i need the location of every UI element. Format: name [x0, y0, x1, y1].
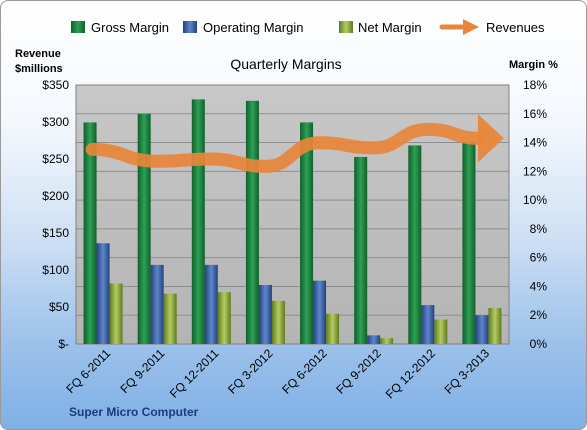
bar-operating-margin [421, 305, 435, 344]
left-tick-label: $250 [42, 152, 69, 166]
right-tick-label: 0% [530, 337, 548, 351]
bar-net-margin [271, 300, 285, 344]
right-axis-ticks: 0% 2% 4% 6% 8% 10% 12% 14% 16% 18% [523, 78, 547, 351]
right-tick-label: 14% [523, 136, 547, 150]
bar-operating-margin [258, 285, 272, 344]
bar-operating-margin [150, 264, 164, 344]
legend-label-operating-margin: Operating Margin [203, 20, 303, 35]
category-label: FQ 6-2011 [63, 346, 113, 396]
bar-gross-margin [191, 99, 205, 344]
left-axis-ticks: $- $50 $100 $150 $200 $250 $300 $350 [42, 78, 69, 351]
right-axis-title: Margin % [509, 59, 558, 71]
chart-title: Quarterly Margins [230, 56, 341, 72]
bar-operating-margin [367, 335, 381, 344]
right-tick-label: 8% [530, 222, 548, 236]
bar-operating-margin [313, 280, 327, 344]
bar-net-margin [326, 313, 340, 344]
bar-net-margin [163, 293, 177, 344]
right-tick-label: 4% [530, 279, 548, 293]
bar-gross-margin [408, 145, 422, 344]
left-tick-label: $50 [49, 300, 69, 314]
right-tick-label: 6% [530, 251, 548, 265]
legend-swatch-operating-margin [183, 21, 197, 33]
left-axis-title-line1: Revenue [15, 48, 61, 60]
legend-swatch-net-margin [339, 21, 353, 33]
left-tick-label: $350 [42, 78, 69, 92]
left-tick-label: $200 [42, 189, 69, 203]
footer-company: Super Micro Computer [69, 405, 199, 419]
bar-gross-margin [137, 113, 151, 345]
category-label: FQ 6-2012 [279, 346, 330, 397]
legend: Gross Margin Operating Margin Net Margin… [71, 19, 545, 35]
bar-operating-margin [204, 264, 218, 344]
bar-net-margin [434, 319, 448, 344]
bar-gross-margin [300, 122, 314, 345]
legend-swatch-gross-margin [71, 21, 85, 33]
right-tick-label: 10% [523, 193, 547, 207]
bar-operating-margin [96, 243, 110, 344]
left-axis-title-line2: $millions [15, 63, 63, 75]
category-label: FQ 12-2011 [167, 346, 222, 401]
category-label: FQ 9-2012 [333, 346, 384, 397]
legend-label-gross-margin: Gross Margin [91, 20, 169, 35]
left-tick-label: $- [58, 337, 69, 351]
left-tick-label: $100 [42, 263, 69, 277]
legend-label-net-margin: Net Margin [358, 20, 422, 35]
left-tick-label: $300 [42, 115, 69, 129]
category-label: FQ 3-2013 [442, 346, 493, 397]
bar-gross-margin [354, 156, 368, 344]
bar-operating-margin [475, 315, 489, 344]
bar-gross-margin [245, 100, 259, 344]
left-tick-label: $150 [42, 226, 69, 240]
bar-gross-margin [83, 122, 97, 345]
plot-border [75, 84, 510, 345]
bar-net-margin [380, 338, 394, 344]
legend-swatch-revenues-arrowhead [463, 19, 479, 35]
category-label: FQ 12-2012 [383, 346, 438, 401]
bar-net-margin [217, 292, 231, 344]
category-labels: FQ 6-2011 FQ 9-2011 FQ 12-2011 FQ 3-2012 FQ … [63, 346, 492, 401]
right-tick-label: 2% [530, 308, 548, 322]
revenue-arrowhead [477, 114, 504, 163]
revenue-line [85, 114, 504, 173]
right-tick-label: 18% [523, 78, 547, 92]
legend-label-revenues: Revenues [486, 20, 545, 35]
right-tick-label: 12% [523, 164, 547, 178]
bar-net-margin [109, 283, 123, 344]
bar-net-margin [488, 308, 502, 344]
right-tick-label: 16% [523, 107, 547, 121]
category-label: FQ 9-2011 [117, 346, 167, 396]
bar-gross-margin [462, 142, 476, 344]
revenue-curve [85, 122, 485, 173]
category-label: FQ 3-2012 [225, 346, 276, 397]
